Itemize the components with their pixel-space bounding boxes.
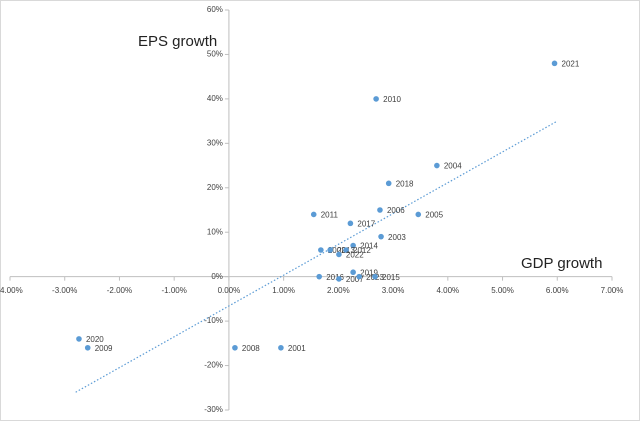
point: [551, 60, 558, 67]
trendline: [75, 120, 558, 393]
point-label: 2007: [346, 275, 364, 284]
y-tick-label: -20%: [204, 361, 223, 370]
point-label: 2018: [396, 179, 414, 188]
point-label: 2012: [353, 246, 371, 255]
point-label: 2004: [444, 162, 462, 171]
point-label: 2016: [326, 273, 344, 282]
x-tick-label: -4.00%: [0, 286, 23, 295]
point: [318, 247, 324, 253]
y-tick-label: 10%: [207, 227, 223, 236]
x-tick-label: 0.00%: [218, 286, 241, 295]
point: [434, 162, 440, 169]
point: [336, 251, 342, 258]
y-tick-label: 0%: [211, 272, 223, 281]
x-tick-label: 5.00%: [491, 286, 514, 295]
x-tick-label: 6.00%: [546, 286, 569, 295]
x-tick-label: -3.00%: [52, 286, 77, 295]
point-label: 2011: [321, 211, 339, 220]
point-label: 2021: [562, 59, 580, 68]
point-label: 2001: [288, 344, 306, 353]
point: [336, 276, 342, 282]
y-tick-label: 30%: [207, 138, 223, 147]
point: [310, 211, 317, 218]
point-label: 2019: [360, 268, 378, 277]
point: [350, 242, 356, 249]
y-tick-label: 20%: [207, 183, 223, 192]
point-label: 2009: [95, 344, 113, 353]
point-label: 2010: [383, 95, 401, 104]
y-tick-label: -10%: [204, 316, 223, 325]
point-label: 2017: [357, 219, 375, 228]
point-label: 2006: [387, 206, 405, 215]
x-tick-label: 1.00%: [272, 286, 295, 295]
x-tick-label: -2.00%: [107, 286, 132, 295]
point-label: 2022: [346, 251, 364, 260]
point-label: 2003: [388, 233, 406, 242]
x-tick-label: 2.00%: [327, 286, 350, 295]
point: [373, 96, 379, 102]
point: [350, 269, 356, 276]
point-label: 2005: [425, 211, 443, 220]
point: [377, 207, 383, 213]
point: [347, 220, 354, 227]
point: [356, 273, 362, 280]
y-tick-label: 50%: [207, 50, 223, 59]
point-label: 2014: [360, 242, 378, 251]
point: [84, 344, 91, 351]
annotation: GDP growth: [521, 255, 602, 272]
y-tick-label: -30%: [204, 405, 223, 414]
point: [378, 233, 384, 240]
point: [76, 336, 82, 342]
point: [232, 344, 238, 351]
annotation: EPS growth: [138, 33, 217, 50]
point-label: 2020: [86, 335, 104, 344]
point: [343, 247, 349, 253]
x-tick-label: -1.00%: [162, 286, 187, 295]
point: [278, 344, 284, 351]
point-label: 2008: [242, 344, 260, 353]
point: [372, 273, 378, 280]
point: [316, 273, 323, 280]
point: [385, 180, 392, 187]
x-tick-label: 7.00%: [601, 286, 624, 295]
point: [415, 211, 422, 218]
x-tick-label: 3.00%: [382, 286, 405, 295]
point-label: 2015: [382, 273, 400, 282]
y-tick-label: 60%: [207, 5, 223, 14]
x-tick-label: 4.00%: [436, 286, 459, 295]
y-tick-label: 40%: [207, 94, 223, 103]
point-label: 2002: [328, 246, 346, 255]
point: [327, 247, 333, 253]
